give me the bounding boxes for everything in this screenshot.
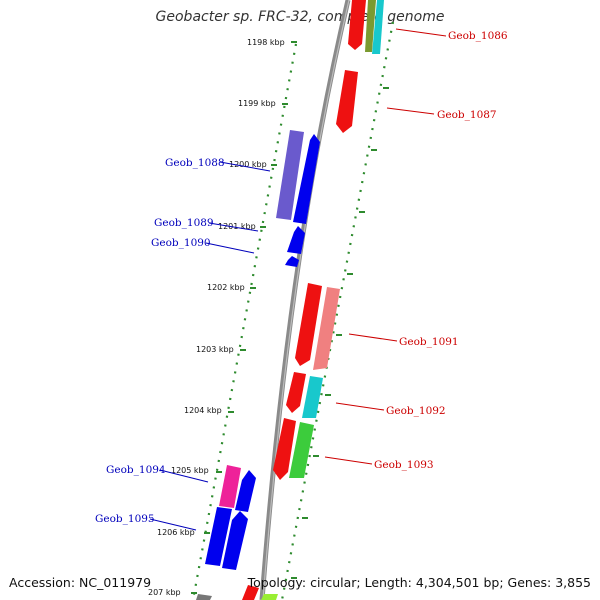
gene-arrow-geob-1088a[interactable] [276,130,304,220]
reverse-genes [196,130,320,600]
gene-label-geob-1088[interactable]: Geob_1088 [165,157,225,169]
forward-leader-lines [324,28,447,465]
ruler-label: 1198 kbp [247,38,285,47]
ruler-label: 1201 kbp [218,222,256,231]
accession-label: Accession: NC_011979 [9,575,152,590]
ruler-ticks [191,41,297,594]
gene-label-geob-1089[interactable]: Geob_1089 [154,217,214,229]
gene-arrow-geob-1090[interactable] [285,256,299,267]
outer-dotted-track [280,21,395,600]
ruler-label: 1205 kbp [171,466,209,475]
gene-arrow-geob-1089[interactable] [287,226,305,254]
gene-arrow-geob-1093b[interactable] [289,422,314,478]
gene-label-geob-1091[interactable]: Geob_1091 [399,336,459,348]
gene-label-geob-1093[interactable]: Geob_1093 [374,459,434,471]
gene-arrow-geob-1093a[interactable] [273,418,296,480]
outer-ticks [291,87,389,579]
gene-arrow-bottom-red[interactable] [242,585,259,600]
gene-label-geob-1092[interactable]: Geob_1092 [386,405,446,417]
gene-arrow-geob-1086[interactable] [348,0,366,50]
gene-label-geob-1087[interactable]: Geob_1087 [437,109,497,121]
gene-arrow-geob-1087[interactable] [336,70,358,133]
forward-genes [242,0,384,600]
ruler-label: 207 kbp [148,588,181,597]
gene-label-geob-1086[interactable]: Geob_1086 [448,30,508,42]
genome-summary: Topology: circular; Length: 4,304,501 bp… [247,575,591,590]
gene-arrow-geob-1094b[interactable] [235,470,256,512]
gene-label-geob-1094[interactable]: Geob_1094 [106,464,166,476]
gene-arrow-geob-1091b[interactable] [313,287,340,370]
gene-arrow-geob-1088b[interactable] [293,134,320,224]
ruler-label: 1204 kbp [184,406,222,415]
ruler-label: 1206 kbp [157,528,195,537]
gene-arrow-geob-1086c[interactable] [372,0,384,54]
gene-arrow-geob-1094a[interactable] [219,465,241,508]
gene-arrow-geob-1092b[interactable] [302,376,323,418]
gene-arrow-bottom-gray[interactable] [196,594,212,600]
gene-arrow-geob-1095a[interactable] [205,507,232,566]
ruler-label: 1203 kbp [196,345,234,354]
gene-arrow-geob-1091a[interactable] [295,283,322,366]
gene-arrow-geob-1086b[interactable] [365,0,376,52]
gene-arrow-bottom-green[interactable] [261,594,278,600]
gene-label-geob-1095[interactable]: Geob_1095 [95,513,155,525]
gene-label-geob-1090[interactable]: Geob_1090 [151,237,211,249]
ruler-label: 1202 kbp [207,283,245,292]
reverse-leader-lines [149,161,271,531]
ruler-label: 1200 kbp [229,160,267,169]
gene-arrow-geob-1095b[interactable] [222,511,248,570]
ruler-label: 1199 kbp [238,99,276,108]
gene-arrow-geob-1092a[interactable] [286,372,306,413]
